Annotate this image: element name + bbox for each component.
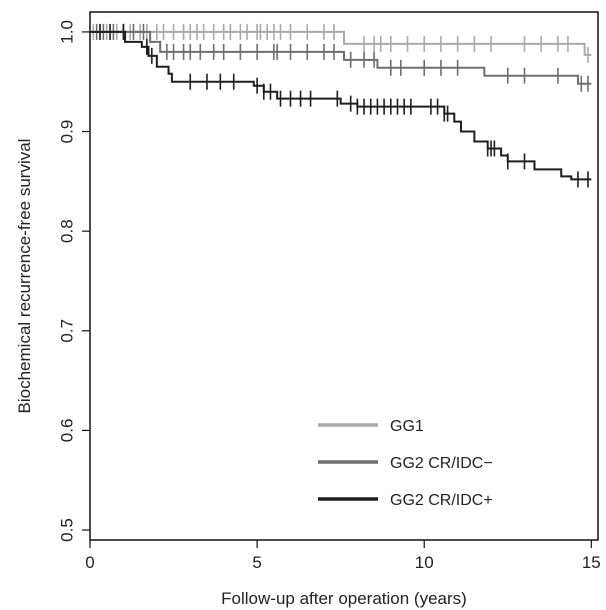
y-axis-label: Biochemical recurrence-free survival xyxy=(15,139,34,414)
series-2 xyxy=(90,23,592,92)
plot-frame xyxy=(89,11,599,541)
survival-curve xyxy=(90,30,592,181)
series-3 xyxy=(90,23,592,188)
x-tick-label: 15 xyxy=(582,553,601,572)
legend-label: GG1 xyxy=(390,418,424,435)
x-axis-label: Follow-up after operation (years) xyxy=(221,589,467,608)
x-axis: 0 5 10 15 xyxy=(85,540,601,572)
y-tick-label: 0.7 xyxy=(57,319,76,343)
series-layer xyxy=(90,23,592,188)
y-tick-label: 0.5 xyxy=(57,518,76,542)
x-tick-label: 10 xyxy=(415,553,434,572)
survival-curve xyxy=(90,30,592,85)
series-1 xyxy=(90,23,592,63)
legend: GG1 GG2 CR/IDC− GG2 CR/IDC+ xyxy=(318,418,493,509)
legend-label: GG2 CR/IDC− xyxy=(390,455,493,472)
y-axis: 0.5 0.6 0.7 0.8 0.9 1.0 xyxy=(57,20,90,542)
legend-label: GG2 CR/IDC+ xyxy=(390,492,493,509)
x-tick-label: 5 xyxy=(252,553,261,572)
y-tick-label: 1.0 xyxy=(57,20,76,44)
x-tick-label: 0 xyxy=(85,553,94,572)
y-tick-label: 0.6 xyxy=(57,419,76,443)
y-tick-label: 0.9 xyxy=(57,120,76,144)
survival-curve xyxy=(90,30,592,56)
y-tick-label: 0.8 xyxy=(57,219,76,243)
